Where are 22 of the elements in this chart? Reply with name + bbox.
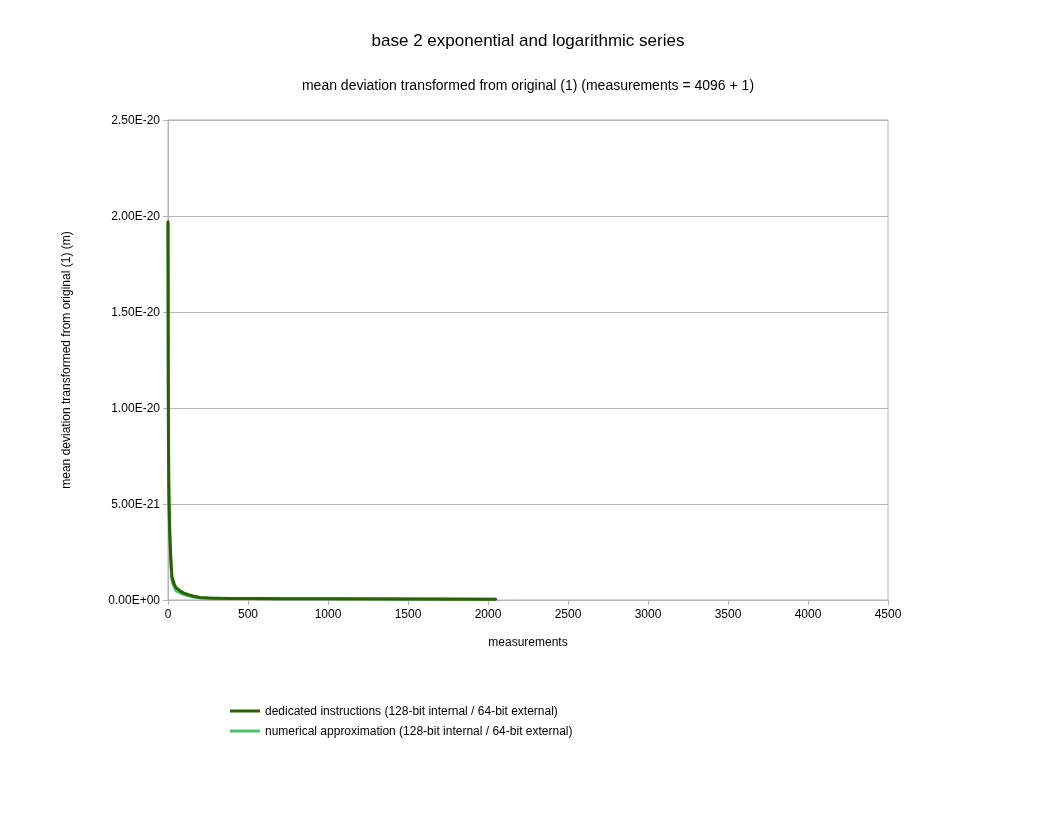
- x-tick-label: 2500: [554, 607, 582, 621]
- legend-label: numerical approximation (128-bit internal / 64-bit external): [265, 724, 573, 738]
- y-tick-label: 2.00E-20: [111, 209, 161, 223]
- x-tick-label: 2000: [474, 607, 502, 621]
- y-axis-title: mean deviation transformed from original (1) (m): [59, 231, 73, 489]
- x-tick-label: 4000: [794, 607, 822, 621]
- legend-label: dedicated instructions (128-bit internal / 64-bit external): [265, 704, 558, 718]
- chart-title: base 2 exponential and logarithmic series: [371, 31, 685, 50]
- x-tick-label: 0: [164, 607, 172, 621]
- x-tick-label: 1500: [394, 607, 422, 621]
- x-tick-label: 3500: [714, 607, 742, 621]
- chart-subtitle: mean deviation transformed from original (1) (measurements = 4096 + 1): [301, 77, 755, 93]
- x-tick-label: 3000: [634, 607, 662, 621]
- x-tick-label: 1000: [314, 607, 342, 621]
- y-tick-label: 5.00E-21: [111, 497, 161, 511]
- x-tick-label: 4500: [874, 607, 902, 621]
- x-axis-title: measurements: [488, 635, 568, 649]
- x-tick-label: 500: [237, 607, 259, 621]
- y-tick-label: 1.50E-20: [111, 305, 161, 319]
- y-tick-label: 2.50E-20: [111, 113, 161, 127]
- y-tick-label: 1.00E-20: [111, 401, 161, 415]
- y-tick-label: 0.00E+00: [108, 593, 161, 607]
